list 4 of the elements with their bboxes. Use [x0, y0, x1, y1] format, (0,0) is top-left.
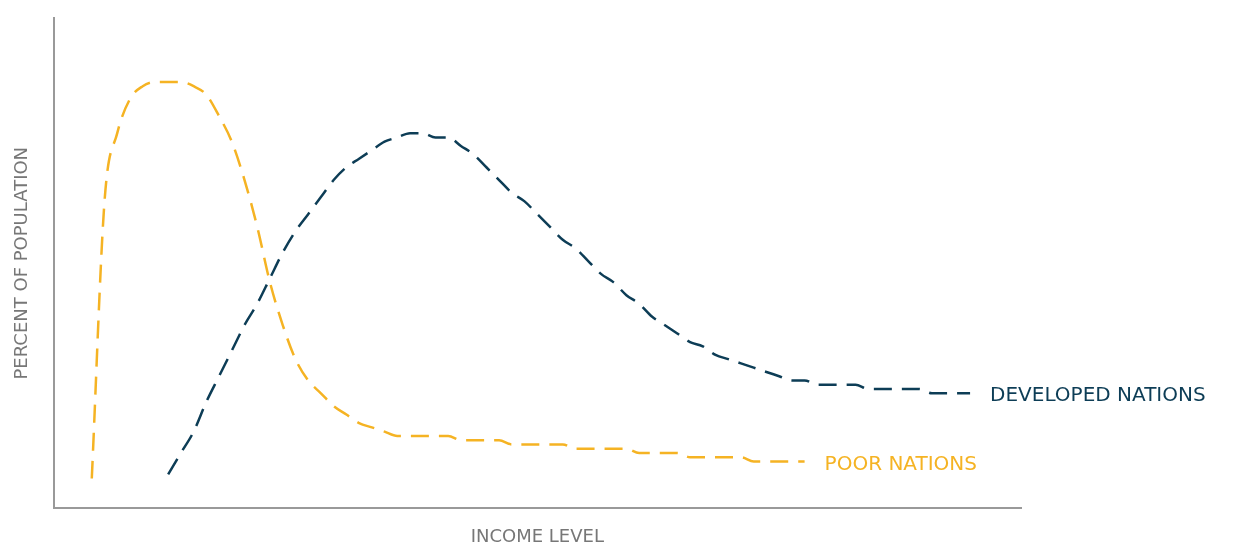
x-axis-title: INCOME LEVEL — [470, 524, 604, 546]
y-axis-title: PERCENT OF POPULATION — [10, 146, 32, 380]
series-label: POOR NATIONS — [824, 450, 978, 475]
series-label: DEVELOPED NATIONS — [990, 382, 1206, 407]
